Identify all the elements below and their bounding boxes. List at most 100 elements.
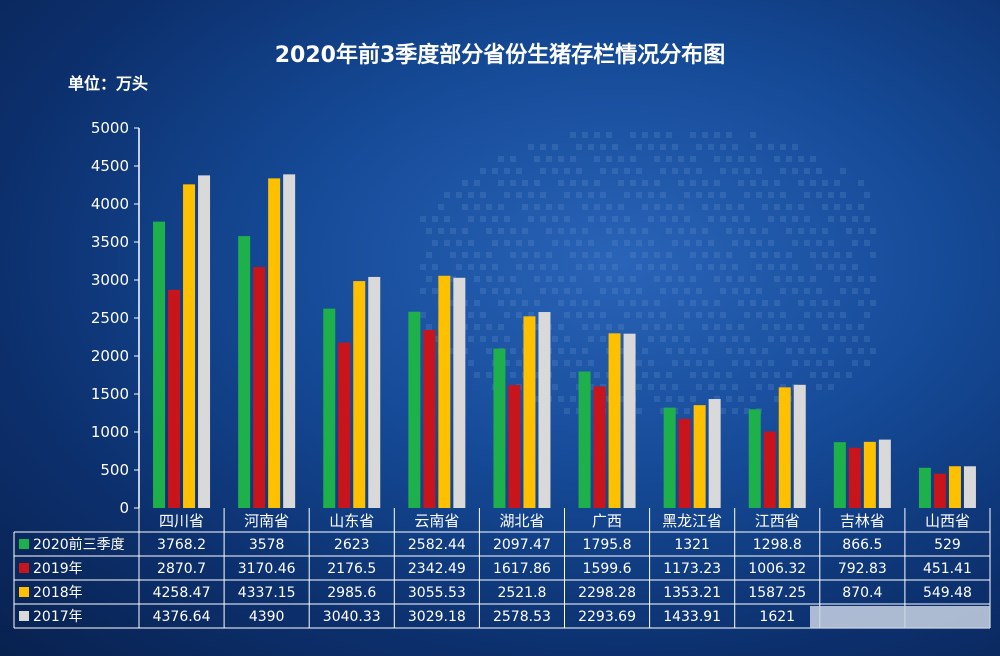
bg-dot xyxy=(456,264,462,270)
bg-dot xyxy=(594,252,600,258)
bar xyxy=(763,431,776,508)
bg-dot xyxy=(696,288,702,294)
bar xyxy=(538,312,551,508)
bg-dot xyxy=(624,240,630,246)
bg-dot xyxy=(840,336,846,342)
bg-dot xyxy=(456,192,462,198)
bg-dot xyxy=(588,312,594,318)
bg-dot xyxy=(522,228,528,234)
bg-dot xyxy=(672,360,678,366)
bg-dot xyxy=(810,228,816,234)
bg-dot xyxy=(828,360,834,366)
table-cell: 1795.8 xyxy=(583,537,632,553)
bg-dot xyxy=(636,144,642,150)
bar xyxy=(153,221,166,508)
table-cell: 4390 xyxy=(249,609,285,625)
bg-dot xyxy=(468,192,474,198)
bg-dot xyxy=(474,276,480,282)
bg-dot xyxy=(684,360,690,366)
bg-dot xyxy=(636,264,642,270)
bg-dot xyxy=(642,252,648,258)
bg-dot xyxy=(534,372,540,378)
bg-dot xyxy=(846,204,852,210)
chart-title: 2020年前3季度部分省份生猪存栏情况分布图 xyxy=(275,42,726,68)
bg-dot xyxy=(438,204,444,210)
bg-dot xyxy=(498,228,504,234)
bg-dot xyxy=(522,180,528,186)
bg-dot xyxy=(762,228,768,234)
bg-dot xyxy=(450,228,456,234)
bg-dot xyxy=(450,300,456,306)
bg-dot xyxy=(804,312,810,318)
bg-dot xyxy=(576,312,582,318)
bg-dot xyxy=(576,168,582,174)
category-label: 云南省 xyxy=(414,512,459,530)
bg-dot xyxy=(528,144,534,150)
bg-dot xyxy=(516,312,522,318)
bg-dot xyxy=(714,300,720,306)
bg-dot xyxy=(678,324,684,330)
bg-dot xyxy=(786,228,792,234)
bg-dot xyxy=(864,336,870,342)
bg-dot xyxy=(588,360,594,366)
bg-dot xyxy=(798,300,804,306)
bg-dot xyxy=(750,252,756,258)
bar xyxy=(833,442,846,508)
bg-dot xyxy=(600,216,606,222)
bar xyxy=(623,333,636,508)
bg-dot xyxy=(822,252,828,258)
bg-dot xyxy=(732,360,738,366)
bg-dot xyxy=(690,252,696,258)
bg-dot xyxy=(576,360,582,366)
bg-dot xyxy=(678,228,684,234)
bg-dot xyxy=(618,396,624,402)
bg-dot xyxy=(708,192,714,198)
bg-dot xyxy=(762,372,768,378)
bg-dot xyxy=(432,216,438,222)
bg-dot xyxy=(462,228,468,234)
bg-dot xyxy=(696,240,702,246)
bg-dot xyxy=(858,324,864,330)
bg-dot xyxy=(570,180,576,186)
bg-dot xyxy=(666,396,672,402)
table-cell: 549.48 xyxy=(923,585,972,601)
bg-dot xyxy=(480,288,486,294)
bg-dot xyxy=(612,264,618,270)
bg-dot xyxy=(828,336,834,342)
bg-dot xyxy=(558,348,564,354)
bg-dot xyxy=(786,252,792,258)
bg-dot xyxy=(606,252,612,258)
bg-dot xyxy=(708,144,714,150)
bg-dot xyxy=(744,312,750,318)
bg-dot xyxy=(756,240,762,246)
table-cell: 1321 xyxy=(674,537,710,553)
bg-dot xyxy=(612,216,618,222)
bg-dot xyxy=(594,180,600,186)
bg-dot xyxy=(480,336,486,342)
bg-dot xyxy=(678,348,684,354)
bg-dot xyxy=(468,264,474,270)
legend-label: 2018年 xyxy=(33,585,83,601)
table-cell: 866.5 xyxy=(842,537,882,553)
bg-dot xyxy=(726,276,732,282)
bar xyxy=(778,387,791,508)
bg-dot xyxy=(474,204,480,210)
bar xyxy=(793,384,806,508)
bg-dot xyxy=(684,168,690,174)
bg-dot xyxy=(744,216,750,222)
bg-dot xyxy=(648,384,654,390)
bg-dot xyxy=(552,360,558,366)
bg-dot xyxy=(798,228,804,234)
legend-label: 2019年 xyxy=(33,561,83,577)
bg-dot xyxy=(642,372,648,378)
bg-dot xyxy=(690,132,696,138)
bg-dot xyxy=(750,300,756,306)
bg-dot xyxy=(720,192,726,198)
category-label: 河南省 xyxy=(244,512,289,530)
bg-dot xyxy=(738,180,744,186)
bg-dot xyxy=(492,240,498,246)
bg-dot xyxy=(756,144,762,150)
category-label: 广西 xyxy=(592,512,622,530)
bg-dot xyxy=(462,252,468,258)
bg-dot xyxy=(498,276,504,282)
